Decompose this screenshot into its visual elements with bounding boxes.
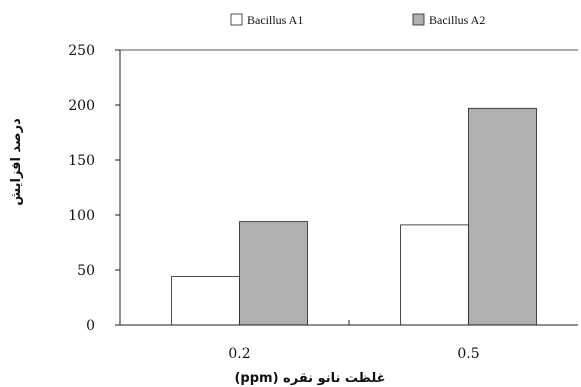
legend-swatch	[412, 13, 425, 26]
bar-a2-0	[239, 221, 308, 326]
y-tick-label: 50	[77, 263, 95, 279]
y-tick-label: 200	[68, 98, 95, 114]
legend-swatch	[230, 13, 243, 26]
axes	[115, 49, 578, 326]
y-tick-label: 250	[68, 43, 95, 59]
x-tick-labels: 0.2 0.5	[228, 346, 479, 362]
bar-a1-1	[400, 224, 469, 326]
legend-label: Bacillus A1	[247, 13, 303, 27]
y-tick-label: 0	[86, 318, 95, 334]
bar-a1-0	[171, 276, 240, 326]
x-axis-title: غلظت نانو نقره (ppm)	[234, 371, 385, 386]
bars	[171, 107, 537, 326]
legend: Bacillus A1 Bacillus A2	[230, 13, 485, 27]
y-tick-labels: 0 50 100 150 200 250	[68, 43, 95, 334]
legend-label: Bacillus A2	[429, 13, 485, 27]
bar-a2-1	[468, 107, 537, 326]
y-tick-label: 100	[68, 208, 95, 224]
x-tick-label: 0.5	[457, 346, 479, 362]
y-tick-label: 150	[68, 153, 95, 169]
y-axis-title: درصد افزایش	[9, 118, 24, 206]
x-tick-label: 0.2	[228, 346, 250, 362]
